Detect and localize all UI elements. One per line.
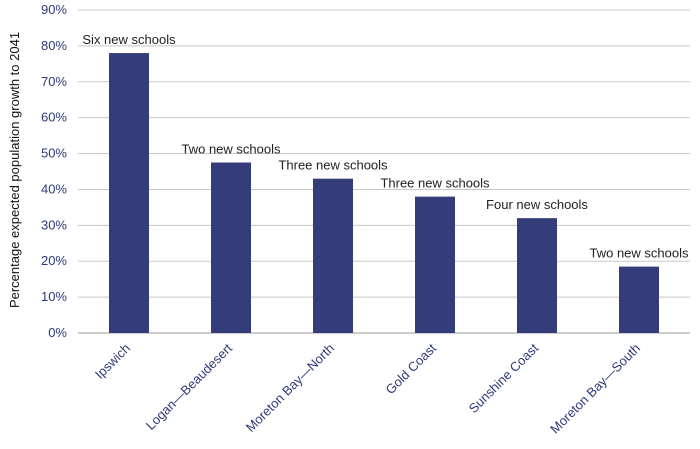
bar — [415, 196, 455, 333]
bar-annotation: Two new schools — [590, 246, 689, 261]
bar-annotation: Three new schools — [380, 176, 490, 191]
bar-annotation: Two new schools — [182, 142, 281, 157]
y-tick-label: 90% — [41, 2, 67, 17]
bar — [313, 178, 353, 333]
bar-annotation: Three new schools — [278, 158, 388, 173]
bar — [109, 53, 149, 334]
bar — [517, 218, 557, 333]
y-tick-label: 0% — [48, 325, 67, 340]
category-label: Sunshine Coast — [466, 340, 542, 416]
y-tick-label: 80% — [41, 38, 67, 53]
category-label: Ipswich — [92, 341, 133, 382]
bar — [619, 266, 659, 333]
gridlines — [78, 9, 690, 334]
y-tick-label: 40% — [41, 181, 67, 196]
category-label: Gold Coast — [383, 340, 440, 397]
y-tick-label: 70% — [41, 74, 67, 89]
category-label: Logan—Beaudesert — [143, 340, 236, 433]
y-tick-label: 60% — [41, 110, 67, 125]
bar — [211, 162, 251, 333]
category-label: Moreton Bay—North — [243, 341, 337, 435]
y-tick-label: 50% — [41, 146, 67, 161]
y-tick-label: 10% — [41, 289, 67, 304]
bars — [109, 53, 659, 334]
y-tick-label: 30% — [41, 217, 67, 232]
x-axis-categories: Ipswich Logan—Beaudesert Moreton Bay—North… — [92, 340, 643, 436]
bar-annotation: Six new schools — [82, 32, 176, 47]
bar-annotation: Four new schools — [486, 197, 588, 212]
y-tick-label: 20% — [41, 253, 67, 268]
y-axis-ticks: 0% 10% 20% 30% 40% 50% 60% 70% 80% 90% — [41, 2, 67, 340]
y-axis-title: Percentage expected population growth to… — [7, 32, 22, 308]
category-label: Moreton Bay—South — [547, 341, 643, 437]
